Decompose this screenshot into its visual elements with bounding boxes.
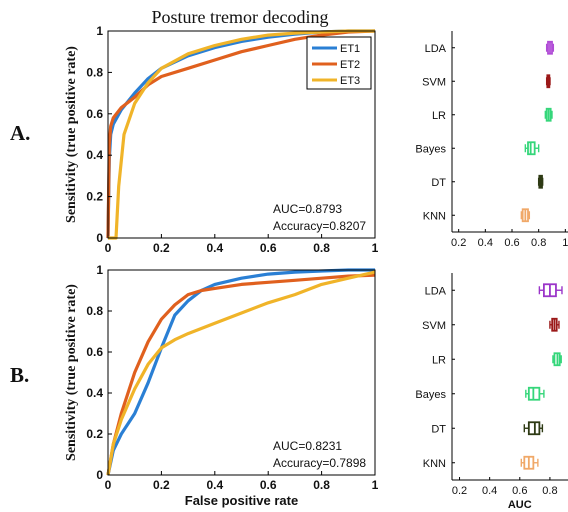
box-B-category-label: SVM bbox=[422, 320, 446, 332]
chart-layer: 0 0.2 0.4 0.6 0.8 100.20.40.60.81Sensitivity … bbox=[64, 24, 568, 511]
box-A-category-label: SVM bbox=[422, 76, 446, 88]
box-B-category-label: KNN bbox=[423, 458, 446, 470]
roc-A-annotation: AUC=0.8793 bbox=[273, 202, 342, 216]
box-B-plot: LDA SVM LR Bayes DT KNN 0.2 0.4 0.6 0.8 AUC bbox=[415, 273, 568, 511]
roc-B-x-axis-label: False positive rate bbox=[185, 493, 298, 508]
box-A-category-label: KNN bbox=[423, 210, 446, 222]
roc-B-line-et2 bbox=[106, 273, 376, 476]
box-B-x-tick-label: 0.2 bbox=[452, 485, 467, 497]
roc-B-y-tick-label: 1 bbox=[96, 263, 103, 277]
figure-title: Posture tremor decoding bbox=[152, 7, 329, 27]
roc-A-annotation: Accuracy=0.8207 bbox=[273, 219, 366, 233]
roc-A-x-tick-label: 0.4 bbox=[206, 241, 223, 255]
roc-A-y-tick-label: 0.6 bbox=[86, 107, 103, 121]
roc-B-line-et3 bbox=[106, 270, 376, 476]
roc-B-y-tick-label: 0 bbox=[96, 468, 103, 482]
roc-A-plot: 0 0.2 0.4 0.6 0.8 1 0 0.2 0.4 0.6 0.8 1 Sensitivity … bbox=[64, 24, 379, 255]
roc-A-x-tick-label: 0.6 bbox=[260, 241, 277, 255]
box-A-category-label: LDA bbox=[425, 43, 447, 55]
roc-A-y-axis-label: Sensitivity (true positive rate) bbox=[64, 46, 79, 223]
roc-B-y-tick-label: 0.8 bbox=[86, 304, 103, 318]
roc-A-x-tick-label: 1 bbox=[372, 241, 379, 255]
roc-B-y-tick-label: 0.6 bbox=[86, 345, 103, 359]
roc-A-legend-label-et3: ET3 bbox=[340, 75, 360, 87]
roc-B-axes-frame bbox=[107, 269, 376, 476]
roc-A-x-tick-label: 0 bbox=[105, 241, 112, 255]
box-B-category-label: LDA bbox=[425, 285, 447, 297]
box-B-category-label: LR bbox=[432, 354, 446, 366]
box-A-x-tick-label: 0.2 bbox=[451, 237, 466, 249]
box-A-category-label: Bayes bbox=[415, 143, 446, 155]
box-A-category-label: DT bbox=[431, 177, 446, 189]
roc-B-y-axis-label: Sensitivity (true positive rate) bbox=[64, 284, 79, 461]
box-B-category-label: Bayes bbox=[415, 389, 446, 401]
roc-B-x-tick-label: 1 bbox=[372, 478, 379, 492]
roc-B-annotation: Accuracy=0.7898 bbox=[273, 456, 366, 470]
roc-A-y-tick-label: 0.4 bbox=[86, 148, 103, 162]
box-A-category-label: LR bbox=[432, 110, 446, 122]
roc-A-axes-frame bbox=[107, 30, 376, 239]
box-B-x-tick-label: 0.4 bbox=[482, 485, 497, 497]
box-B-category-label: DT bbox=[431, 423, 446, 435]
roc-B-x-tick-label: 0.6 bbox=[260, 478, 277, 492]
roc-B-x-tick-label: 0 bbox=[105, 478, 112, 492]
box-A-x-tick-label: 0.6 bbox=[504, 237, 519, 249]
box-A-x-tick-label: 0.8 bbox=[531, 237, 546, 249]
roc-B-x-tick-label: 0.2 bbox=[153, 478, 170, 492]
roc-B-x-tick-label: 0.8 bbox=[313, 478, 330, 492]
roc-B-y-tick-label: 0.4 bbox=[86, 386, 103, 400]
box-B-x-tick-label: 0.6 bbox=[512, 485, 527, 497]
roc-A-y-tick-label: 0.8 bbox=[86, 65, 103, 79]
panel-label-b: B. bbox=[10, 363, 29, 387]
box-B-x-tick-label: 0.8 bbox=[542, 485, 557, 497]
roc-A-x-tick-label: 0.8 bbox=[313, 241, 330, 255]
roc-B-y-tick-label: 0.2 bbox=[86, 427, 103, 441]
roc-B-annotation: AUC=0.8231 bbox=[273, 439, 342, 453]
roc-A-x-tick-label: 0.2 bbox=[153, 241, 170, 255]
roc-A-line-et3 bbox=[108, 29, 375, 240]
roc-A-y-tick-label: 1 bbox=[96, 24, 103, 38]
roc-A-y-tick-label: 0.2 bbox=[86, 190, 103, 204]
panel-label-a: A. bbox=[10, 121, 30, 145]
roc-A-y-tick-label: 0 bbox=[96, 231, 103, 245]
roc-A-legend-label-et2: ET2 bbox=[340, 59, 360, 71]
roc-A-legend-label-et1: ET1 bbox=[340, 43, 360, 55]
roc-B-plot: 0 0.2 0.4 0.6 0.8 1 0 0.2 0.4 0.6 0.8 1 Sensitivity … bbox=[64, 263, 379, 508]
box-A-x-tick-label: 0.4 bbox=[478, 237, 493, 249]
box-A-x-tick-label: 1 bbox=[562, 237, 568, 249]
box-B-x-axis-label: AUC bbox=[508, 499, 532, 511]
roc-B-line-et1 bbox=[106, 268, 375, 476]
roc-B-x-tick-label: 0.4 bbox=[206, 478, 223, 492]
box-A-plot: LDA SVM LR Bayes DT KNN 0.2 0.4 0.6 0.8 1 bbox=[415, 31, 568, 249]
